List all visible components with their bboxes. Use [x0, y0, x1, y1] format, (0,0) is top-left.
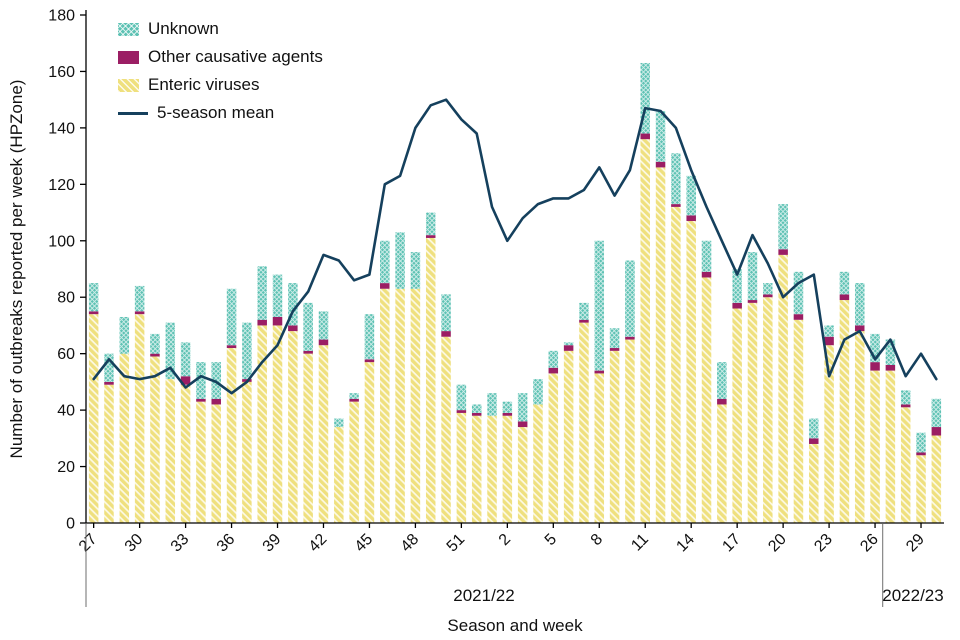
svg-text:33: 33	[168, 531, 193, 556]
legend-label-enteric: Enteric viruses	[148, 75, 260, 94]
svg-text:45: 45	[352, 531, 377, 556]
svg-text:14: 14	[673, 531, 698, 556]
svg-text:29: 29	[903, 531, 928, 556]
svg-text:39: 39	[260, 531, 285, 556]
svg-text:27: 27	[76, 531, 101, 556]
svg-text:120: 120	[48, 177, 75, 194]
svg-text:42: 42	[306, 531, 331, 556]
x-axis-title: Season and week	[447, 616, 583, 635]
svg-text:0: 0	[66, 516, 75, 533]
y-axis-title: Number of outbreaks reported per week (H…	[7, 80, 26, 459]
svg-text:23: 23	[811, 531, 836, 556]
legend-item-other: Other causative agents	[118, 46, 323, 68]
svg-text:140: 140	[48, 120, 75, 137]
svg-text:2: 2	[496, 531, 514, 549]
svg-text:26: 26	[857, 531, 882, 556]
svg-text:180: 180	[48, 8, 75, 25]
mean-line-swatch	[118, 111, 148, 115]
legend-item-mean: 5-season mean	[118, 102, 323, 124]
svg-text:17: 17	[719, 531, 744, 556]
svg-text:60: 60	[57, 346, 75, 363]
legend-item-unknown: Unknown	[118, 18, 323, 40]
svg-text:11: 11	[628, 531, 652, 555]
unknown-swatch	[118, 22, 139, 36]
other-causative-agents-swatch	[118, 50, 139, 64]
legend-label-unknown: Unknown	[148, 19, 219, 38]
legend-label-mean: 5-season mean	[157, 103, 275, 122]
svg-text:40: 40	[57, 403, 75, 420]
mean-line	[92, 98, 938, 395]
svg-text:51: 51	[444, 531, 469, 556]
legend-item-enteric: Enteric viruses	[118, 74, 323, 96]
legend-label-other: Other causative agents	[148, 47, 323, 66]
svg-text:160: 160	[48, 64, 75, 81]
svg-text:20: 20	[765, 531, 790, 556]
enteric-viruses-swatch	[118, 78, 139, 92]
svg-text:48: 48	[398, 531, 423, 556]
svg-text:8: 8	[588, 531, 606, 549]
svg-text:36: 36	[214, 531, 239, 556]
stacked-bars	[88, 62, 942, 523]
svg-text:30: 30	[122, 531, 147, 556]
svg-text:5: 5	[542, 531, 560, 549]
legend: Unknown Other causative agents Enteric v…	[118, 18, 323, 124]
svg-text:100: 100	[48, 233, 75, 250]
season-label-2022-23: 2022/23	[882, 586, 943, 605]
season-label-2021-22: 2021/22	[453, 586, 514, 605]
svg-text:80: 80	[57, 290, 75, 307]
svg-text:20: 20	[57, 459, 75, 476]
